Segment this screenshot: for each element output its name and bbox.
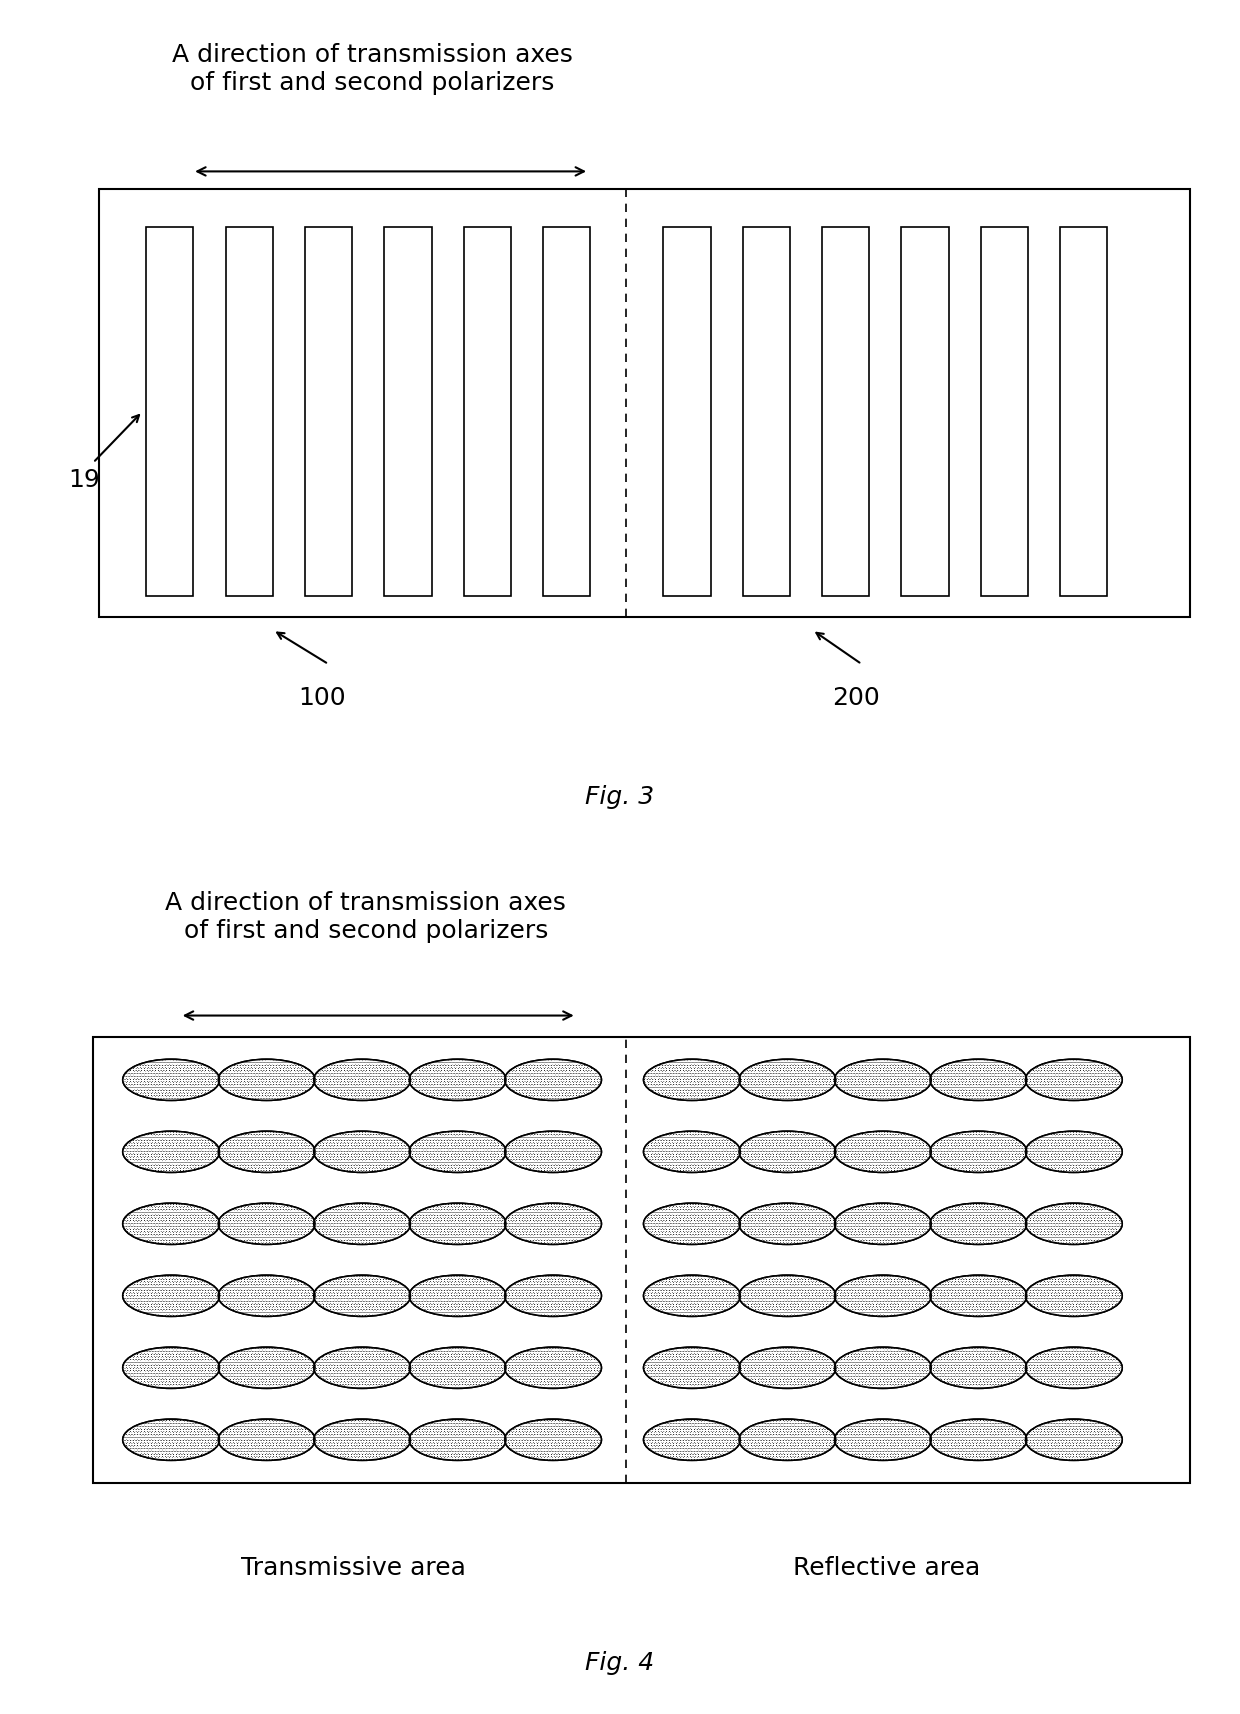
Ellipse shape	[409, 1203, 506, 1244]
Ellipse shape	[930, 1275, 1027, 1316]
Text: Transmissive area: Transmissive area	[241, 1556, 466, 1580]
Bar	[226, 228, 273, 596]
Ellipse shape	[314, 1347, 410, 1388]
Ellipse shape	[739, 1347, 836, 1388]
Ellipse shape	[123, 1347, 219, 1388]
Ellipse shape	[505, 1203, 601, 1244]
Bar	[99, 189, 1190, 617]
Ellipse shape	[409, 1275, 506, 1316]
Bar	[93, 1037, 1190, 1483]
Ellipse shape	[835, 1275, 931, 1316]
Ellipse shape	[123, 1131, 219, 1172]
Text: 19: 19	[68, 468, 100, 492]
Text: Fig. 3: Fig. 3	[585, 785, 655, 809]
Ellipse shape	[123, 1203, 219, 1244]
Bar	[901, 228, 949, 596]
Ellipse shape	[505, 1419, 601, 1460]
Ellipse shape	[835, 1203, 931, 1244]
Ellipse shape	[739, 1059, 836, 1100]
Ellipse shape	[1025, 1419, 1122, 1460]
Ellipse shape	[835, 1347, 931, 1388]
Ellipse shape	[218, 1131, 315, 1172]
Text: Reflective area: Reflective area	[792, 1556, 981, 1580]
Text: 200: 200	[832, 686, 879, 710]
Text: A direction of transmission axes
of first and second polarizers: A direction of transmission axes of firs…	[165, 891, 567, 943]
Bar	[464, 228, 511, 596]
Ellipse shape	[835, 1059, 931, 1100]
Ellipse shape	[314, 1059, 410, 1100]
Bar	[384, 228, 432, 596]
Ellipse shape	[1025, 1059, 1122, 1100]
Ellipse shape	[409, 1131, 506, 1172]
Ellipse shape	[218, 1203, 315, 1244]
Ellipse shape	[930, 1131, 1027, 1172]
Bar	[1060, 228, 1107, 596]
Ellipse shape	[644, 1203, 740, 1244]
Ellipse shape	[314, 1275, 410, 1316]
Bar	[981, 228, 1028, 596]
Ellipse shape	[1025, 1131, 1122, 1172]
Bar	[305, 228, 352, 596]
Ellipse shape	[739, 1275, 836, 1316]
Ellipse shape	[739, 1203, 836, 1244]
Ellipse shape	[505, 1275, 601, 1316]
Bar	[663, 228, 711, 596]
Text: Fig. 4: Fig. 4	[585, 1651, 655, 1675]
Ellipse shape	[1025, 1203, 1122, 1244]
Ellipse shape	[505, 1131, 601, 1172]
Ellipse shape	[835, 1419, 931, 1460]
Ellipse shape	[409, 1419, 506, 1460]
Ellipse shape	[930, 1347, 1027, 1388]
Ellipse shape	[409, 1059, 506, 1100]
Ellipse shape	[314, 1131, 410, 1172]
Bar	[543, 228, 590, 596]
Ellipse shape	[930, 1059, 1027, 1100]
Ellipse shape	[644, 1347, 740, 1388]
Ellipse shape	[644, 1131, 740, 1172]
Bar	[146, 228, 193, 596]
Ellipse shape	[505, 1059, 601, 1100]
Ellipse shape	[644, 1059, 740, 1100]
Ellipse shape	[930, 1203, 1027, 1244]
Ellipse shape	[644, 1419, 740, 1460]
Text: 100: 100	[299, 686, 346, 710]
Ellipse shape	[314, 1419, 410, 1460]
Ellipse shape	[739, 1419, 836, 1460]
Ellipse shape	[218, 1419, 315, 1460]
Ellipse shape	[123, 1059, 219, 1100]
Ellipse shape	[644, 1275, 740, 1316]
Ellipse shape	[1025, 1347, 1122, 1388]
Ellipse shape	[123, 1419, 219, 1460]
Ellipse shape	[930, 1419, 1027, 1460]
Ellipse shape	[218, 1275, 315, 1316]
Text: A direction of transmission axes
of first and second polarizers: A direction of transmission axes of firs…	[171, 43, 573, 94]
Ellipse shape	[314, 1203, 410, 1244]
Ellipse shape	[123, 1275, 219, 1316]
Bar	[822, 228, 869, 596]
Ellipse shape	[1025, 1275, 1122, 1316]
Ellipse shape	[505, 1347, 601, 1388]
Bar	[743, 228, 790, 596]
Ellipse shape	[739, 1131, 836, 1172]
Ellipse shape	[835, 1131, 931, 1172]
Ellipse shape	[218, 1347, 315, 1388]
Ellipse shape	[218, 1059, 315, 1100]
Ellipse shape	[409, 1347, 506, 1388]
